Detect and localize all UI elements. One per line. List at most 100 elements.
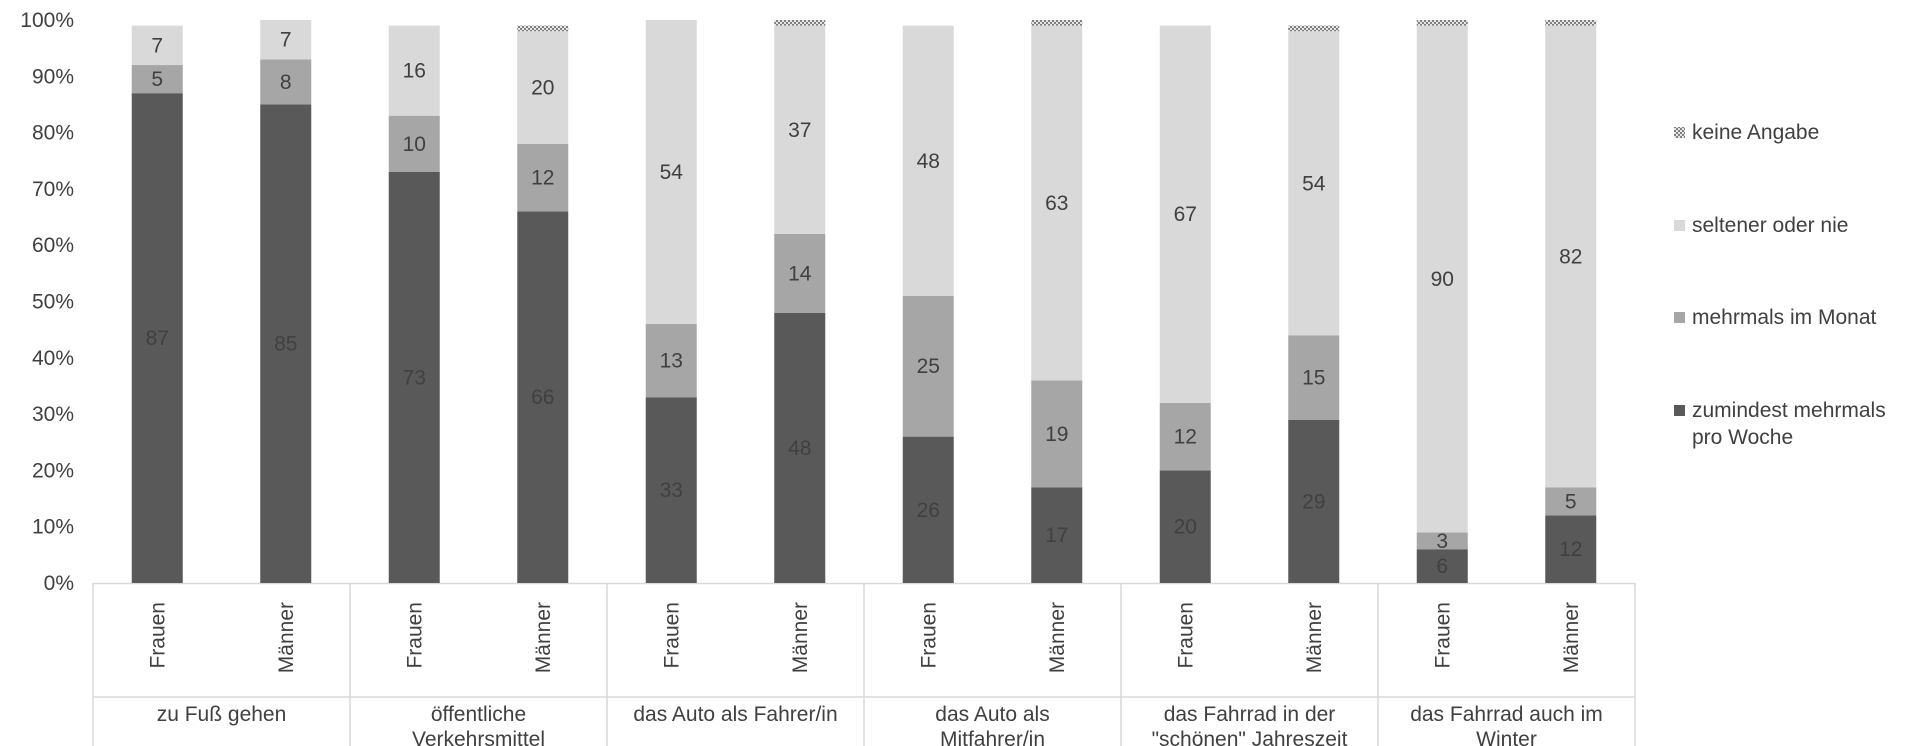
bar-segment [902, 295, 954, 437]
y-tick-label: 40% [32, 347, 74, 370]
data-label: 26 [917, 499, 940, 522]
data-label: 15 [1302, 367, 1325, 390]
data-label: 3 [1436, 530, 1448, 553]
category-label: Frauen [146, 602, 169, 669]
bar-segment [1031, 380, 1083, 488]
y-tick-label: 0% [44, 572, 74, 595]
category-label: Männer [789, 602, 812, 673]
category-label: Männer [275, 602, 298, 673]
group-label: das Auto als [935, 703, 1049, 726]
data-label: 48 [788, 437, 811, 460]
data-label: 6 [1436, 555, 1448, 578]
bar-segment [774, 25, 826, 234]
data-label: 48 [917, 150, 940, 173]
bar-segment [517, 143, 569, 212]
data-label: 90 [1431, 268, 1454, 291]
data-label: 19 [1045, 423, 1068, 446]
legend: keine Angabe seltener oder nie mehrmals im… [1674, 121, 1886, 449]
data-label: 82 [1559, 245, 1582, 268]
data-label: 54 [660, 161, 684, 184]
y-tick-label: 70% [32, 178, 74, 201]
bar-segment [1288, 31, 1340, 336]
y-tick-label: 100% [20, 9, 74, 32]
group-label: das Fahrrad in der [1164, 703, 1336, 726]
data-label: 7 [280, 29, 292, 52]
bar-segment [517, 211, 569, 584]
data-label: 33 [660, 479, 683, 502]
legend-label: zumindest mehrmals [1692, 399, 1886, 422]
bar-segment [1031, 20, 1083, 26]
bar-segment [517, 31, 569, 144]
bar-segment [902, 25, 954, 296]
bar-segment [131, 93, 183, 583]
group-label: Winter [1476, 728, 1537, 746]
bar-segment [1031, 25, 1083, 381]
bar-segment [517, 25, 569, 32]
group-label: öffentliche [431, 703, 526, 726]
data-label: 13 [660, 350, 683, 373]
data-label: 37 [788, 119, 811, 142]
legend-swatch [1674, 312, 1685, 323]
y-tick-label: 30% [32, 403, 74, 426]
bar-segment [1545, 20, 1597, 26]
data-label: 25 [917, 355, 940, 378]
group-label: das Auto als Fahrer/in [633, 703, 837, 726]
y-tick-label: 60% [32, 234, 74, 257]
bar-segment [1031, 487, 1083, 583]
data-label: 87 [146, 327, 169, 350]
bar-segment [1545, 487, 1597, 516]
data-label: 5 [1565, 490, 1577, 513]
y-tick-label: 80% [32, 122, 74, 145]
category-label: Frauen [1174, 602, 1197, 669]
category-label: Frauen [660, 602, 683, 669]
bar-segment [1416, 20, 1468, 26]
bar-segment [131, 25, 183, 66]
bar-segment [1159, 25, 1211, 403]
bars [131, 20, 1597, 584]
category-label: Männer [1046, 602, 1069, 673]
bar-segment [1416, 532, 1468, 550]
bar-segment [1288, 25, 1340, 32]
category-label: Frauen [1431, 602, 1454, 669]
legend-swatch [1674, 405, 1685, 416]
data-label: 63 [1045, 192, 1068, 215]
group-label: "schönen" Jahreszeit [1152, 728, 1348, 746]
legend-label: mehrmals im Monat [1692, 306, 1877, 329]
bar-segment [1288, 419, 1340, 583]
legend-label: pro Woche [1692, 426, 1793, 449]
bar-segment [388, 172, 440, 583]
group-label: Mitfahrer/in [940, 728, 1045, 746]
legend-label: keine Angabe [1692, 121, 1819, 144]
bar-segment [1545, 515, 1597, 583]
bar-segment [388, 25, 440, 116]
bar-segment [1288, 335, 1340, 420]
data-label: 17 [1045, 524, 1068, 547]
data-label: 8 [280, 71, 292, 94]
y-tick-label: 50% [32, 291, 74, 314]
bar-segment [774, 20, 826, 26]
data-label: 20 [1174, 516, 1197, 539]
bar-segment [645, 397, 697, 583]
data-label: 67 [1174, 203, 1197, 226]
data-label: 20 [531, 77, 554, 100]
category-label: Männer [1560, 602, 1583, 673]
bar-segment [902, 436, 954, 583]
category-label: Männer [532, 602, 555, 673]
y-tick-label: 90% [32, 65, 74, 88]
data-label: 5 [151, 68, 163, 91]
bar-segment [1545, 25, 1597, 488]
bar-segment [260, 59, 312, 105]
group-label: Verkehrsmittel [412, 728, 545, 746]
bar-segment [1159, 402, 1211, 471]
y-tick-label: 20% [32, 459, 74, 482]
bar-segment [260, 104, 312, 583]
legend-label: seltener oder nie [1692, 214, 1848, 237]
data-label: 14 [788, 262, 812, 285]
data-label: 85 [274, 333, 297, 356]
x-axis-labels: Frauen Männer zu Fuß gehen Frauen Männer öffe… [146, 602, 1603, 746]
group-label: das Fahrrad auch im [1410, 703, 1603, 726]
data-label: 10 [403, 133, 426, 156]
data-label: 16 [403, 60, 426, 83]
axes: 0% 10% 20% 30% 40% 50% 60% 70% 80% 90% 100% [20, 9, 1636, 746]
